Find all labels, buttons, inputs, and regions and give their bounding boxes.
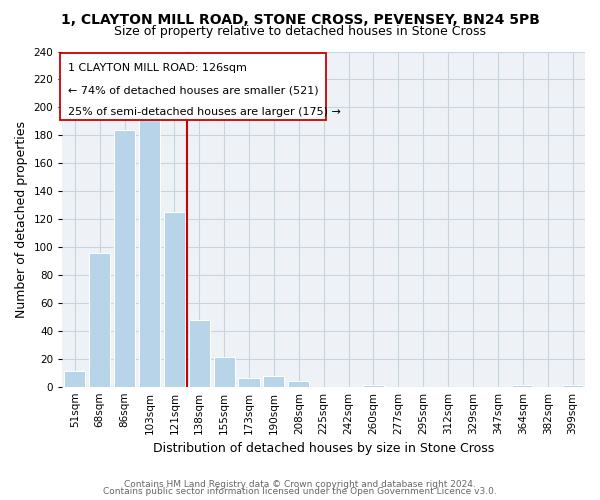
Text: Size of property relative to detached houses in Stone Cross: Size of property relative to detached ho… <box>114 25 486 38</box>
FancyBboxPatch shape <box>60 53 326 120</box>
Text: ← 74% of detached houses are smaller (521): ← 74% of detached houses are smaller (52… <box>68 85 318 95</box>
Text: 25% of semi-detached houses are larger (175) →: 25% of semi-detached houses are larger (… <box>68 107 340 117</box>
Bar <box>64 372 85 386</box>
Text: 1 CLAYTON MILL ROAD: 126sqm: 1 CLAYTON MILL ROAD: 126sqm <box>68 63 247 73</box>
X-axis label: Distribution of detached houses by size in Stone Cross: Distribution of detached houses by size … <box>153 442 494 455</box>
Text: 1, CLAYTON MILL ROAD, STONE CROSS, PEVENSEY, BN24 5PB: 1, CLAYTON MILL ROAD, STONE CROSS, PEVEN… <box>61 12 539 26</box>
Text: Contains public sector information licensed under the Open Government Licence v3: Contains public sector information licen… <box>103 488 497 496</box>
Bar <box>89 252 110 386</box>
Bar <box>263 376 284 386</box>
Bar <box>188 320 210 386</box>
Bar <box>164 212 185 386</box>
Y-axis label: Number of detached properties: Number of detached properties <box>15 120 28 318</box>
Bar <box>238 378 260 386</box>
Bar <box>114 130 135 386</box>
Bar <box>288 381 310 386</box>
Bar <box>139 106 160 386</box>
Bar <box>214 358 235 386</box>
Text: Contains HM Land Registry data © Crown copyright and database right 2024.: Contains HM Land Registry data © Crown c… <box>124 480 476 489</box>
